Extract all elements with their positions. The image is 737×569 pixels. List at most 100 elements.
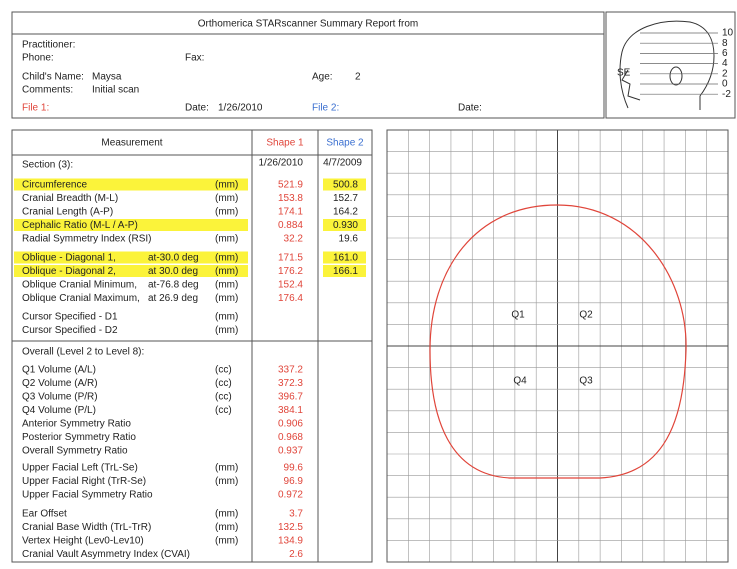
shape1-value: 99.6	[284, 463, 304, 474]
shape1-value: 337.2	[278, 365, 303, 376]
row-label: Q3 Volume (P/R)	[22, 392, 98, 403]
row-label: Upper Facial Right (TrR-Se)	[22, 476, 146, 487]
file1-date-label: Date:	[185, 103, 209, 114]
quadrant-label: Q3	[579, 376, 593, 387]
row-unit: (mm)	[215, 193, 238, 204]
level-label: 6	[722, 48, 728, 59]
row-label: Cephalic Ratio (M-L / A-P)	[22, 220, 138, 231]
row-unit: (mm)	[215, 180, 238, 191]
row-angle: at-30.0 deg	[148, 253, 199, 264]
column-header: Shape 1	[266, 138, 304, 149]
grid-panel	[387, 130, 728, 562]
shape1-value: 134.9	[278, 536, 303, 547]
comments-label: Comments:	[22, 85, 73, 96]
fax-label: Fax:	[185, 53, 204, 64]
shape1-value: 521.9	[278, 180, 303, 191]
row-label: Oblique - Diagonal 1,	[22, 253, 116, 264]
shape1-value: 176.4	[278, 293, 303, 304]
shape2-value: 152.7	[333, 193, 358, 204]
quadrant-label: Q4	[513, 376, 527, 387]
row-label: Q2 Volume (A/R)	[22, 378, 98, 389]
practitioner-label: Practitioner:	[22, 40, 75, 51]
shape1-value: 0.937	[278, 446, 303, 457]
shape1-value: 0.972	[278, 490, 303, 501]
shape1-value: 176.2	[278, 266, 303, 277]
row-label: Overall Symmetry Ratio	[22, 446, 128, 457]
row-unit: (cc)	[215, 365, 232, 376]
shape1-value: 0.906	[278, 419, 303, 430]
row-label: Oblique Cranial Minimum,	[22, 280, 137, 291]
shape1-value: 153.8	[278, 193, 303, 204]
section-label: Section (3):	[22, 160, 73, 171]
shape1-value: 0.884	[278, 220, 303, 231]
row-unit: (cc)	[215, 378, 232, 389]
row-unit: (mm)	[215, 293, 238, 304]
row-unit: (mm)	[215, 266, 238, 277]
file1-label: File 1:	[22, 103, 49, 114]
ear	[669, 66, 683, 86]
shape2-value: 166.1	[333, 266, 358, 277]
quadrant-label: Q1	[511, 310, 525, 321]
row-angle: at 30.0 deg	[148, 266, 198, 277]
shape2-value: 161.0	[333, 253, 358, 264]
highlight	[14, 178, 248, 191]
age: 2	[355, 72, 361, 83]
row-unit: (mm)	[215, 522, 238, 533]
row-label: Q4 Volume (P/L)	[22, 405, 96, 416]
row-unit: (cc)	[215, 405, 232, 416]
child-name: Maysa	[92, 72, 122, 83]
child-name-label: Child's Name:	[22, 72, 84, 83]
column-header: Measurement	[101, 138, 162, 149]
shape1-value: 32.2	[284, 234, 304, 245]
highlight	[323, 265, 366, 277]
row-unit: (mm)	[215, 312, 238, 323]
shape2-value: 0.930	[333, 220, 358, 231]
shape2-value: 164.2	[333, 207, 358, 218]
row-label: Cranial Base Width (TrL-TrR)	[22, 522, 151, 533]
row-angle: at-76.8 deg	[148, 280, 199, 291]
highlight	[323, 251, 366, 264]
head-contour	[429, 204, 687, 479]
row-label: Ear Offset	[22, 509, 67, 520]
group-heading: Overall (Level 2 to Level 8):	[22, 347, 144, 358]
level-label: 10	[722, 28, 734, 39]
shape1-value: 3.7	[289, 509, 303, 520]
shape1-value: 96.9	[284, 476, 304, 487]
row-label: Cursor Specified - D2	[22, 325, 118, 336]
grid-box	[386, 129, 729, 563]
row-label: Cranial Vault Asymmetry Index (CVAI)	[22, 549, 190, 560]
phone-label: Phone:	[22, 53, 54, 64]
shape1-value: 372.3	[278, 378, 303, 389]
level-label: 2	[722, 68, 728, 79]
shape1-date: 1/26/2010	[259, 158, 304, 169]
se-label: SE	[617, 68, 631, 79]
row-angle: at 26.9 deg	[148, 293, 198, 304]
row-unit: (mm)	[215, 509, 238, 520]
row-label: Cursor Specified - D1	[22, 312, 118, 323]
row-label: Oblique - Diagonal 2,	[22, 266, 116, 277]
file2-label: File 2:	[312, 103, 339, 114]
shape1-value: 171.5	[278, 253, 303, 264]
shape1-value: 132.5	[278, 522, 303, 533]
row-unit: (mm)	[215, 476, 238, 487]
row-label: Upper Facial Symmetry Ratio	[22, 490, 153, 501]
row-unit: (mm)	[215, 280, 238, 291]
head-outline	[619, 20, 715, 110]
shape1-value: 384.1	[278, 405, 303, 416]
table-rows: Circumference (mm) 521.9 500.8 Cranial Bread…	[14, 178, 366, 560]
comments: Initial scan	[92, 85, 139, 96]
highlight	[14, 251, 248, 264]
age-label: Age:	[312, 72, 333, 83]
level-label: 4	[722, 58, 728, 69]
level-label: 0	[722, 79, 728, 90]
highlight	[14, 219, 248, 231]
table-box	[11, 129, 373, 563]
row-label: Upper Facial Left (TrL-Se)	[22, 463, 138, 474]
face-outline	[621, 69, 641, 101]
row-label: Cranial Length (A-P)	[22, 207, 113, 218]
file1-date: 1/26/2010	[218, 103, 263, 114]
row-unit: (cc)	[215, 392, 232, 403]
shape1-value: 152.4	[278, 280, 303, 291]
